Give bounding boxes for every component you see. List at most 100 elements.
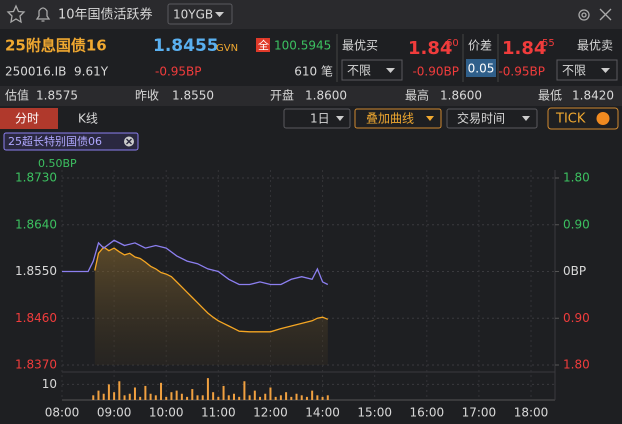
tab-active[interactable] (0, 108, 58, 129)
stat-label: 昨收 (135, 89, 159, 103)
source: GVN (216, 43, 238, 54)
x-tick-label: 15:00 (357, 406, 392, 420)
volume-bar (175, 390, 178, 400)
y-tick-label: 1.8730 (15, 171, 57, 185)
ask-filter[interactable] (556, 59, 618, 81)
dropdown-arrow (336, 116, 344, 121)
volume-tick-label: 10 (42, 377, 57, 391)
stat-label: 最低 (538, 89, 562, 103)
volume-bar (191, 389, 194, 400)
x-tick-label: 09:00 (97, 406, 132, 420)
stat-value: 1.8550 (172, 89, 214, 103)
volume-bar (102, 393, 105, 400)
spread-label: 价差 (468, 39, 492, 53)
toolbar-title: 10年国债活跃券 (58, 7, 153, 23)
volume-bar (123, 395, 126, 400)
stat-label: 最高 (405, 88, 429, 103)
volume-bar (227, 395, 230, 400)
settings-icon-core (581, 12, 587, 18)
volume-bar (160, 382, 163, 400)
ask-label: 最优卖 (577, 39, 613, 53)
bid-filter[interactable] (341, 59, 403, 81)
spread-value: 0.05 (468, 62, 495, 76)
volume-bar (326, 395, 329, 400)
volume-bar (133, 387, 136, 400)
volume-bar (212, 392, 215, 400)
volume-bar (238, 396, 241, 400)
overlay-select[interactable] (354, 108, 442, 129)
volume-bar (243, 381, 246, 400)
y2-tick-label: 0.90 (563, 217, 590, 231)
control: TICK (555, 112, 586, 127)
overlay-value: 0.50BP (38, 157, 77, 170)
y-tick-label: 1.8640 (15, 217, 57, 231)
volume-bar (154, 395, 157, 400)
volume-bar (170, 392, 173, 400)
volume-bar (139, 396, 142, 400)
clean-price: 100.5945 (274, 39, 331, 53)
y2-tick-label: 1.80 (563, 171, 590, 185)
volume-bar (248, 395, 251, 400)
tab: 分时 (15, 112, 39, 126)
y2-tick-label: 1.80 (563, 358, 590, 372)
tenor: 9.61Y (74, 65, 109, 79)
volume-bar (201, 395, 204, 400)
tick-toggle[interactable] (547, 107, 619, 130)
stats-bar (0, 86, 622, 106)
volume-bar (232, 393, 235, 400)
volume-bar (113, 392, 116, 400)
volume-bar (316, 395, 319, 400)
control: 叠加曲线 (366, 112, 414, 126)
remove-tag-x (126, 138, 132, 145)
dropdown-arrow (386, 68, 395, 73)
y-tick-label: 1.8370 (15, 358, 57, 372)
plot: 1.8370 1.8460 1.8550 1.8640 1.8730 1.80 0.90 0B… (15, 170, 590, 420)
volume-bar (186, 396, 189, 400)
x-tick-label: 16:00 (410, 406, 445, 420)
change: -0.95BP (155, 65, 202, 79)
bond-name: 25附息国债16 (5, 37, 107, 55)
tab[interactable]: K线 (78, 112, 98, 126)
x-tick-label: 10:00 (149, 406, 184, 420)
bid-price-suffix: 60 (446, 38, 459, 49)
ask-price-suffix: 55 (542, 38, 555, 49)
bid-filter-label: 不限 (347, 64, 371, 78)
overlay-line (62, 239, 329, 286)
flag-box (256, 38, 270, 52)
y2-tick-label: 0BP (563, 264, 586, 278)
trades: 610 笔 (294, 64, 333, 79)
x-tick-label: 18:00 (514, 406, 549, 420)
close-icon[interactable] (599, 8, 612, 21)
star-icon[interactable] (6, 4, 26, 24)
volume-bar (305, 396, 308, 400)
volume-bar (311, 390, 314, 400)
bell-icon[interactable] (35, 7, 51, 22)
volume-bar (321, 396, 324, 400)
y-tick-label: 1.8550 (15, 264, 57, 278)
stat-value: 1.8575 (36, 89, 78, 103)
volume-bar (180, 393, 183, 400)
overlay-tag-label: 25超长特别国债06 (8, 134, 102, 148)
ask-price: 1.84 (502, 38, 546, 59)
price-line (94, 246, 329, 333)
volume-bar (300, 395, 303, 400)
volume-bar (196, 395, 199, 400)
dropdown-arrow (215, 12, 224, 17)
stat-label: 开盘 (270, 88, 294, 103)
x-tick-label: 12:00 (253, 406, 288, 420)
bid-price: 1.84 (408, 38, 452, 59)
overlay-tag (3, 132, 139, 151)
control: 1日 (310, 112, 330, 126)
time-select[interactable] (446, 108, 538, 129)
stat-value: 1.8600 (305, 89, 347, 103)
volume-bar (290, 396, 293, 400)
range-select[interactable] (283, 108, 351, 129)
x-tick-label: 14:00 (305, 406, 340, 420)
volume-bar (217, 396, 220, 400)
selector[interactable] (167, 3, 233, 25)
settings-icon[interactable] (578, 9, 590, 21)
ask-filter-label: 不限 (562, 64, 586, 78)
y-tick-label: 1.8460 (15, 311, 57, 325)
